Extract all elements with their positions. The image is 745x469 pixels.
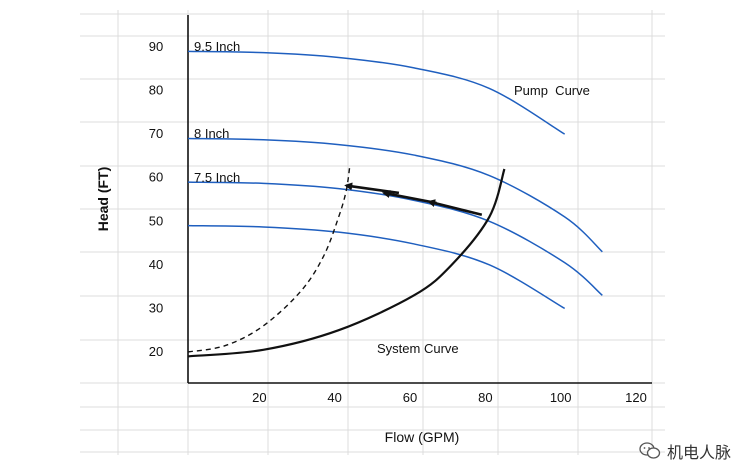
flow-arrows xyxy=(344,182,483,217)
series-line-2 xyxy=(187,181,603,296)
system-curve-label: System Curve xyxy=(377,341,459,356)
curve-label-7-5-inch: 7.5 Inch xyxy=(194,170,240,185)
y-tick-label: 50 xyxy=(149,213,163,228)
watermark: 机电人脉 xyxy=(639,439,731,463)
pump-curve-label: Pump Curve xyxy=(514,83,590,98)
y-tick-label: 60 xyxy=(149,170,163,185)
x-tick-label: 60 xyxy=(403,390,417,405)
flow-arrow-1 xyxy=(381,190,437,205)
y-tick-label: 30 xyxy=(149,300,163,315)
flow-arrow-2 xyxy=(344,182,400,195)
y-tick-label: 70 xyxy=(149,126,163,141)
series-line-3 xyxy=(187,224,566,310)
x-tick-label: 100 xyxy=(550,390,572,405)
series-group xyxy=(187,50,603,358)
x-tick-label: 80 xyxy=(478,390,492,405)
curve-label-8-inch: 8 Inch xyxy=(194,126,229,141)
x-axis-title: Flow (GPM) xyxy=(385,429,460,445)
series-line-1 xyxy=(187,137,603,253)
x-tick-label: 20 xyxy=(252,390,266,405)
x-tick-label: 120 xyxy=(625,390,647,405)
series-line-0 xyxy=(187,50,566,135)
wechat-icon xyxy=(639,442,661,459)
y-tick-label: 40 xyxy=(149,257,163,272)
y-tick-label: 20 xyxy=(149,344,163,359)
y-tick-labels: 20 30 40 50 60 70 80 90 xyxy=(149,39,163,359)
x-tick-labels: 20 40 60 80 100 120 xyxy=(252,390,647,405)
series-line-4 xyxy=(187,168,506,358)
y-axis-title: Head (FT) xyxy=(95,167,111,232)
watermark-text: 机电人脉 xyxy=(666,443,731,462)
y-tick-label: 80 xyxy=(149,83,163,98)
series-line-5 xyxy=(187,164,351,353)
gridlines xyxy=(80,10,665,455)
x-tick-label: 40 xyxy=(327,390,341,405)
curve-label-9-5-inch: 9.5 Inch xyxy=(194,39,240,54)
flow-arrow-0 xyxy=(427,199,483,217)
axes xyxy=(187,15,652,384)
y-tick-label: 90 xyxy=(149,39,163,54)
